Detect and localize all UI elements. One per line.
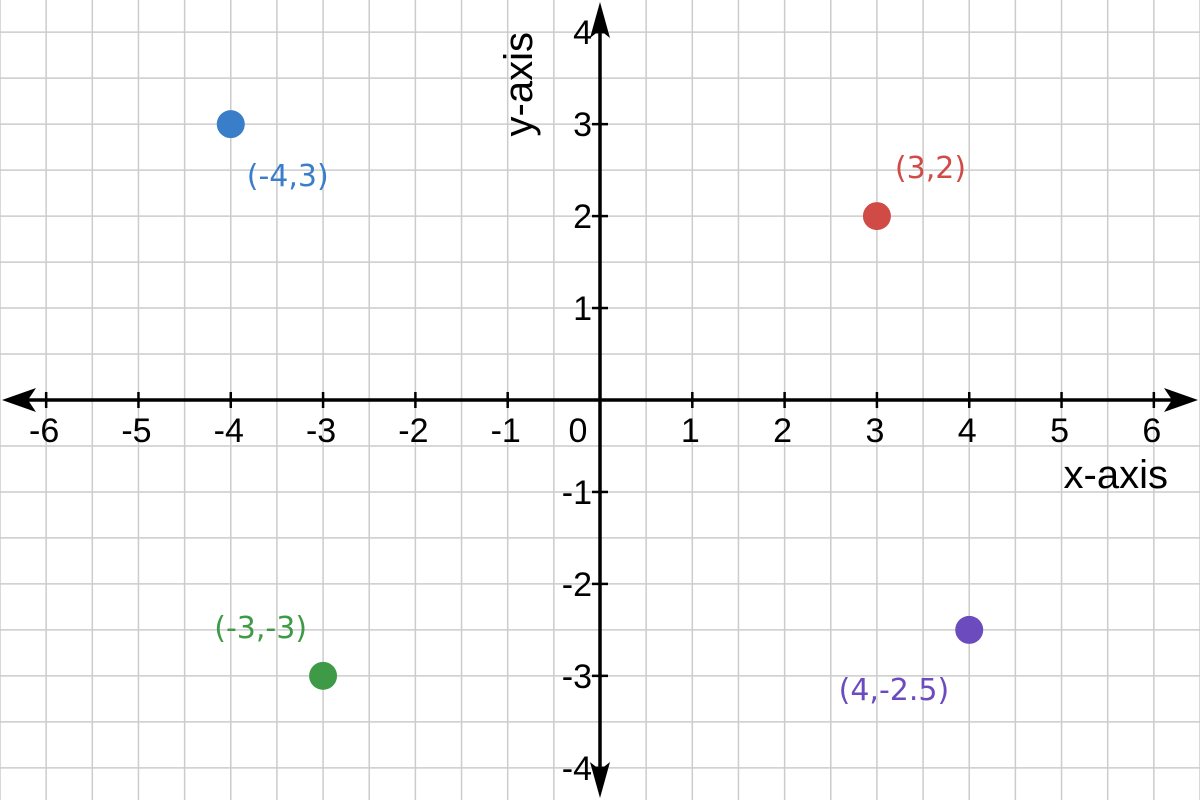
x-tick-label-4: 4	[958, 412, 977, 450]
data-point-label-2: (3,2)	[895, 151, 966, 186]
y-tick-label-3: 3	[573, 106, 592, 144]
x-tick-label-m3: -3	[306, 412, 336, 450]
data-point-label-1: (-4,3)	[247, 159, 329, 194]
data-point-4	[955, 615, 984, 644]
y-tick-label-1: 1	[573, 290, 592, 328]
y-tick-label-4: 4	[573, 14, 592, 52]
data-point-label-4: (4,-2.5)	[839, 673, 950, 708]
x-tick-label-2: 2	[773, 412, 792, 450]
y-tick-label-m4: -4	[562, 750, 592, 788]
x-tick-label-m6: -6	[29, 412, 59, 450]
x-tick-label-3: 3	[865, 412, 884, 450]
x-tick-label-m5: -5	[121, 412, 151, 450]
y-tick-label-2: 2	[573, 198, 592, 236]
x-tick-label-m1: -1	[491, 412, 521, 450]
y-tick-label-m3: -3	[562, 658, 592, 696]
data-points: (-4,3) (3,2) (-3,-3) (4,-2.5)	[214, 110, 984, 708]
x-tick-label-m2: -2	[398, 412, 428, 450]
x-axis-left-arrow	[2, 388, 36, 412]
y-axis-title: y-axis	[497, 32, 541, 136]
tick-labels: -6 -5 -4 -3 -2 -1 0 1 2 3 4 5 6 -4 -3 -2 -1 1 2 3 4	[29, 14, 1161, 788]
x-tick-label-0: 0	[569, 412, 588, 450]
data-point-label-3: (-3,-3)	[214, 611, 307, 646]
y-tick-label-m1: -1	[562, 474, 592, 512]
y-axis-top-arrow	[590, 2, 610, 38]
data-point-3	[309, 661, 338, 690]
data-point-1	[216, 110, 245, 139]
y-tick-label-m2: -2	[562, 566, 592, 604]
x-tick-label-6: 6	[1142, 412, 1161, 450]
x-tick-label-5: 5	[1050, 412, 1069, 450]
x-axis-right-arrow	[1164, 388, 1198, 412]
x-tick-label-m4: -4	[214, 412, 244, 450]
x-tick-label-1: 1	[681, 412, 700, 450]
x-axis-title: x-axis	[1064, 453, 1168, 497]
y-axis-bottom-arrow	[590, 762, 610, 798]
data-point-2	[862, 202, 891, 231]
tick-marks	[44, 30, 1156, 770]
